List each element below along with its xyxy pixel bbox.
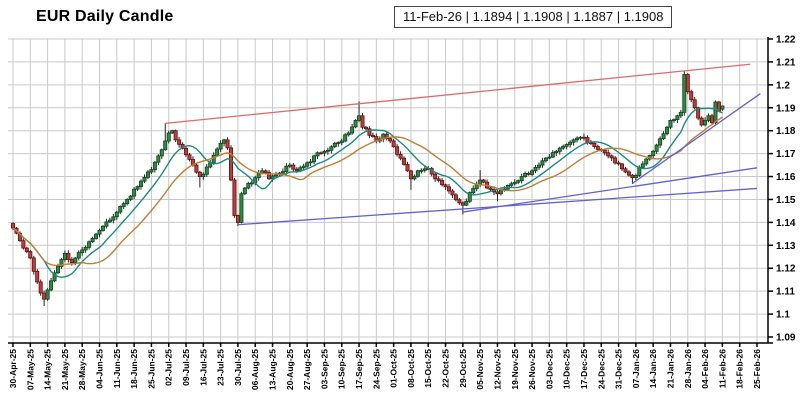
x-axis-tick-label: 13-Aug-25	[268, 349, 278, 390]
x-axis-tick-label: 24-Dec-25	[596, 349, 606, 389]
x-axis-tick-label: 04-Feb-26	[700, 349, 710, 389]
x-axis-tick-label: 25-Feb-26	[752, 349, 762, 389]
x-axis-tick-label: 07-Jan-26	[631, 349, 641, 388]
x-axis-tick-label: 18-Jun-25	[129, 349, 139, 389]
y-axis-tick-label: 1.16	[776, 172, 796, 183]
y-axis-tick-label: 1.18	[776, 126, 796, 137]
grid-layer	[8, 38, 768, 343]
ma-long-line	[12, 116, 723, 267]
ohlc-info-box: 11-Feb-26 | 1.1894 | 1.1908 | 1.1887 | 1…	[394, 6, 673, 28]
x-axis-tick-label: 16-Jul-25	[198, 349, 208, 386]
x-axis-tick-label: 14-Jan-26	[648, 349, 658, 388]
y-axis-tick-label: 1.14	[776, 218, 796, 229]
trendline-support-mid	[462, 167, 758, 213]
y-axis-tick-label: 1.22	[776, 35, 796, 46]
x-axis-tick-label: 30-Jul-25	[233, 349, 243, 386]
y-axis-tick-label: 1.15	[776, 195, 796, 206]
x-axis-tick-label: 10-Dec-25	[562, 349, 572, 389]
x-axis-tick-label: 03-Sep-25	[319, 349, 329, 389]
x-axis-tick-label: 02-Jul-25	[164, 349, 174, 386]
trendline-resistance-red	[165, 63, 751, 125]
x-axis-tick-label: 11-Jun-25	[112, 349, 122, 388]
trendline-support-steep	[632, 93, 761, 184]
x-axis-tick-label: 25-Jun-25	[146, 349, 156, 389]
x-axis-tick-label: 07-May-25	[25, 349, 35, 390]
x-axis-tick-label: 14-May-25	[43, 349, 53, 390]
x-axis-tick-label: 15-Oct-25	[423, 349, 433, 388]
x-axis-tick-label: 10-Sep-25	[337, 349, 347, 389]
chart-title: EUR Daily Candle	[36, 8, 174, 25]
x-axis-tick-label: 01-Oct-25	[389, 349, 399, 388]
x-axis-tick-label: 21-May-25	[60, 349, 70, 390]
y-axis-tick-label: 1.11	[776, 287, 795, 298]
x-axis-tick-label: 28-May-25	[77, 349, 87, 390]
x-axis-tick-label: 09-Jul-25	[181, 349, 191, 386]
axes-layer: 1.221.211.21.191.181.171.161.151.141.131…	[8, 35, 796, 390]
y-axis-tick-label: 1.2	[776, 80, 790, 91]
x-axis-tick-label: 12-Nov-25	[492, 349, 502, 390]
x-axis-tick-label: 20-Aug-25	[285, 349, 295, 390]
x-axis-tick-label: 28-Jan-26	[683, 349, 693, 388]
trendlines-layer	[165, 63, 761, 226]
ma-short-line	[12, 107, 723, 279]
x-axis-tick-label: 11-Feb-26	[717, 349, 727, 388]
y-axis-tick-label: 1.21	[776, 57, 796, 68]
x-axis-tick-label: 05-Nov-25	[475, 349, 485, 390]
y-axis-tick-label: 1.13	[776, 241, 796, 252]
y-axis-tick-label: 1.1	[776, 310, 790, 321]
x-axis-tick-label: 24-Sep-25	[371, 349, 381, 389]
y-axis-tick-label: 1.19	[776, 103, 796, 114]
x-axis-tick-label: 19-Nov-25	[510, 349, 520, 390]
x-axis-tick-label: 03-Dec-25	[544, 349, 554, 389]
x-axis-tick-label: 18-Feb-26	[735, 349, 745, 389]
x-axis-tick-label: 17-Dec-25	[579, 349, 589, 389]
x-axis-tick-label: 23-Jul-25	[216, 349, 226, 386]
x-axis-tick-label: 31-Dec-25	[614, 349, 624, 389]
x-axis-tick-label: 06-Aug-25	[250, 349, 260, 390]
candles-layer	[10, 71, 725, 307]
x-axis-tick-label: 26-Nov-25	[527, 349, 537, 390]
y-axis-tick-label: 1.09	[776, 333, 796, 344]
x-axis-tick-label: 29-Oct-25	[458, 349, 468, 388]
x-axis-tick-label: 30-Apr-25	[8, 349, 18, 388]
x-axis-tick-label: 04-Jun-25	[95, 349, 105, 389]
x-axis-tick-label: 27-Aug-25	[302, 349, 312, 390]
x-axis-tick-label: 08-Oct-25	[406, 349, 416, 388]
x-axis-tick-label: 17-Sep-25	[354, 349, 364, 389]
y-axis-tick-label: 1.12	[776, 264, 796, 275]
y-axis-tick-label: 1.17	[776, 149, 796, 160]
x-axis-tick-label: 21-Jan-26	[665, 349, 675, 388]
moving-averages-layer	[12, 107, 723, 279]
x-axis-tick-label: 22-Oct-25	[441, 349, 451, 388]
